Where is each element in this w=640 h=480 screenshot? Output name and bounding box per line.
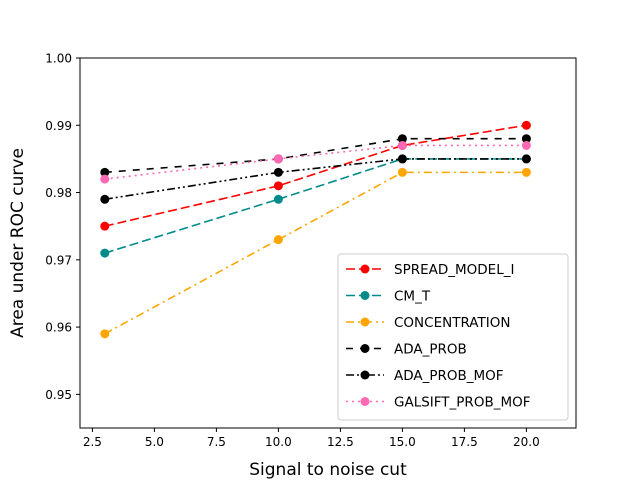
legend-label: CONCENTRATION (394, 315, 510, 331)
legend-marker (360, 370, 370, 380)
series-galsift-prob-mof (100, 140, 531, 184)
legend-label: GALSIFT_PROB_MOF (394, 395, 531, 411)
data-point (100, 167, 110, 177)
data-point (273, 181, 283, 191)
legend-entry: CM_T (346, 289, 431, 305)
data-point (100, 174, 110, 184)
legend-marker (360, 397, 370, 406)
x-tick-label: 2.5 (83, 435, 102, 449)
series-spread-model-i (100, 120, 531, 231)
legend-label: ADA_PROB (394, 342, 467, 358)
legend-marker (360, 264, 370, 274)
data-point (100, 248, 110, 258)
legend-marker (360, 344, 370, 353)
y-tick-label: 0.99 (45, 119, 72, 133)
x-tick-label: 12.5 (327, 435, 354, 449)
plot-frame (79, 57, 577, 429)
data-point (397, 134, 407, 144)
legend-label: ADA_PROB_MOF (394, 368, 504, 384)
series-line (104, 124, 527, 227)
x-tick-label: 10.0 (265, 435, 292, 449)
x-tick-label: 20.0 (513, 435, 540, 449)
legend-marker (360, 291, 370, 300)
data-point (521, 154, 531, 164)
data-point (521, 167, 531, 177)
legend-marker (360, 317, 370, 327)
data-point (100, 329, 110, 339)
data-point (397, 140, 407, 150)
legend: SPREAD_MODEL_I CM_T CONCENTRATION ADA_PROB A… (337, 253, 569, 421)
series-line (104, 137, 527, 174)
series-line (104, 144, 527, 180)
data-point (273, 154, 283, 164)
x-tick-label: 5.0 (145, 435, 164, 449)
legend-label: CM_T (394, 289, 431, 305)
data-point (100, 221, 110, 231)
x-tick-label: 17.5 (451, 435, 478, 449)
series-line (104, 171, 527, 335)
data-point (521, 120, 531, 130)
legend-entry: SPREAD_MODEL_I (346, 262, 514, 278)
data-point (273, 194, 283, 204)
data-point (273, 167, 283, 177)
x-tick-label: 7.5 (207, 435, 226, 449)
series-ada-prob-mof (100, 154, 531, 204)
data-point (521, 140, 531, 150)
legend-entry: CONCENTRATION (346, 315, 510, 331)
y-tick-label: 0.97 (45, 253, 72, 267)
data-point (397, 154, 407, 164)
legend-entry: ADA_PROB (346, 342, 467, 358)
legend-box (337, 253, 569, 421)
y-tick-label: 1.00 (45, 52, 72, 66)
data-point (100, 194, 110, 204)
x-tick-label: 15.0 (389, 435, 416, 449)
data-point (397, 167, 407, 177)
x-axis-label: Signal to noise cut (249, 460, 407, 480)
legend-entry: GALSIFT_PROB_MOF (346, 395, 531, 411)
series-line (104, 158, 527, 201)
legend-entry: ADA_PROB_MOF (346, 368, 504, 384)
y-tick-label: 0.98 (45, 186, 72, 200)
data-point (521, 134, 531, 144)
y-axis-label: Area under ROC curve (8, 148, 28, 338)
legend-label: SPREAD_MODEL_I (394, 262, 514, 278)
series-concentration (100, 167, 531, 339)
data-point (273, 235, 283, 245)
y-tick-label: 0.96 (45, 321, 72, 335)
y-tick-label: 0.95 (45, 388, 72, 402)
